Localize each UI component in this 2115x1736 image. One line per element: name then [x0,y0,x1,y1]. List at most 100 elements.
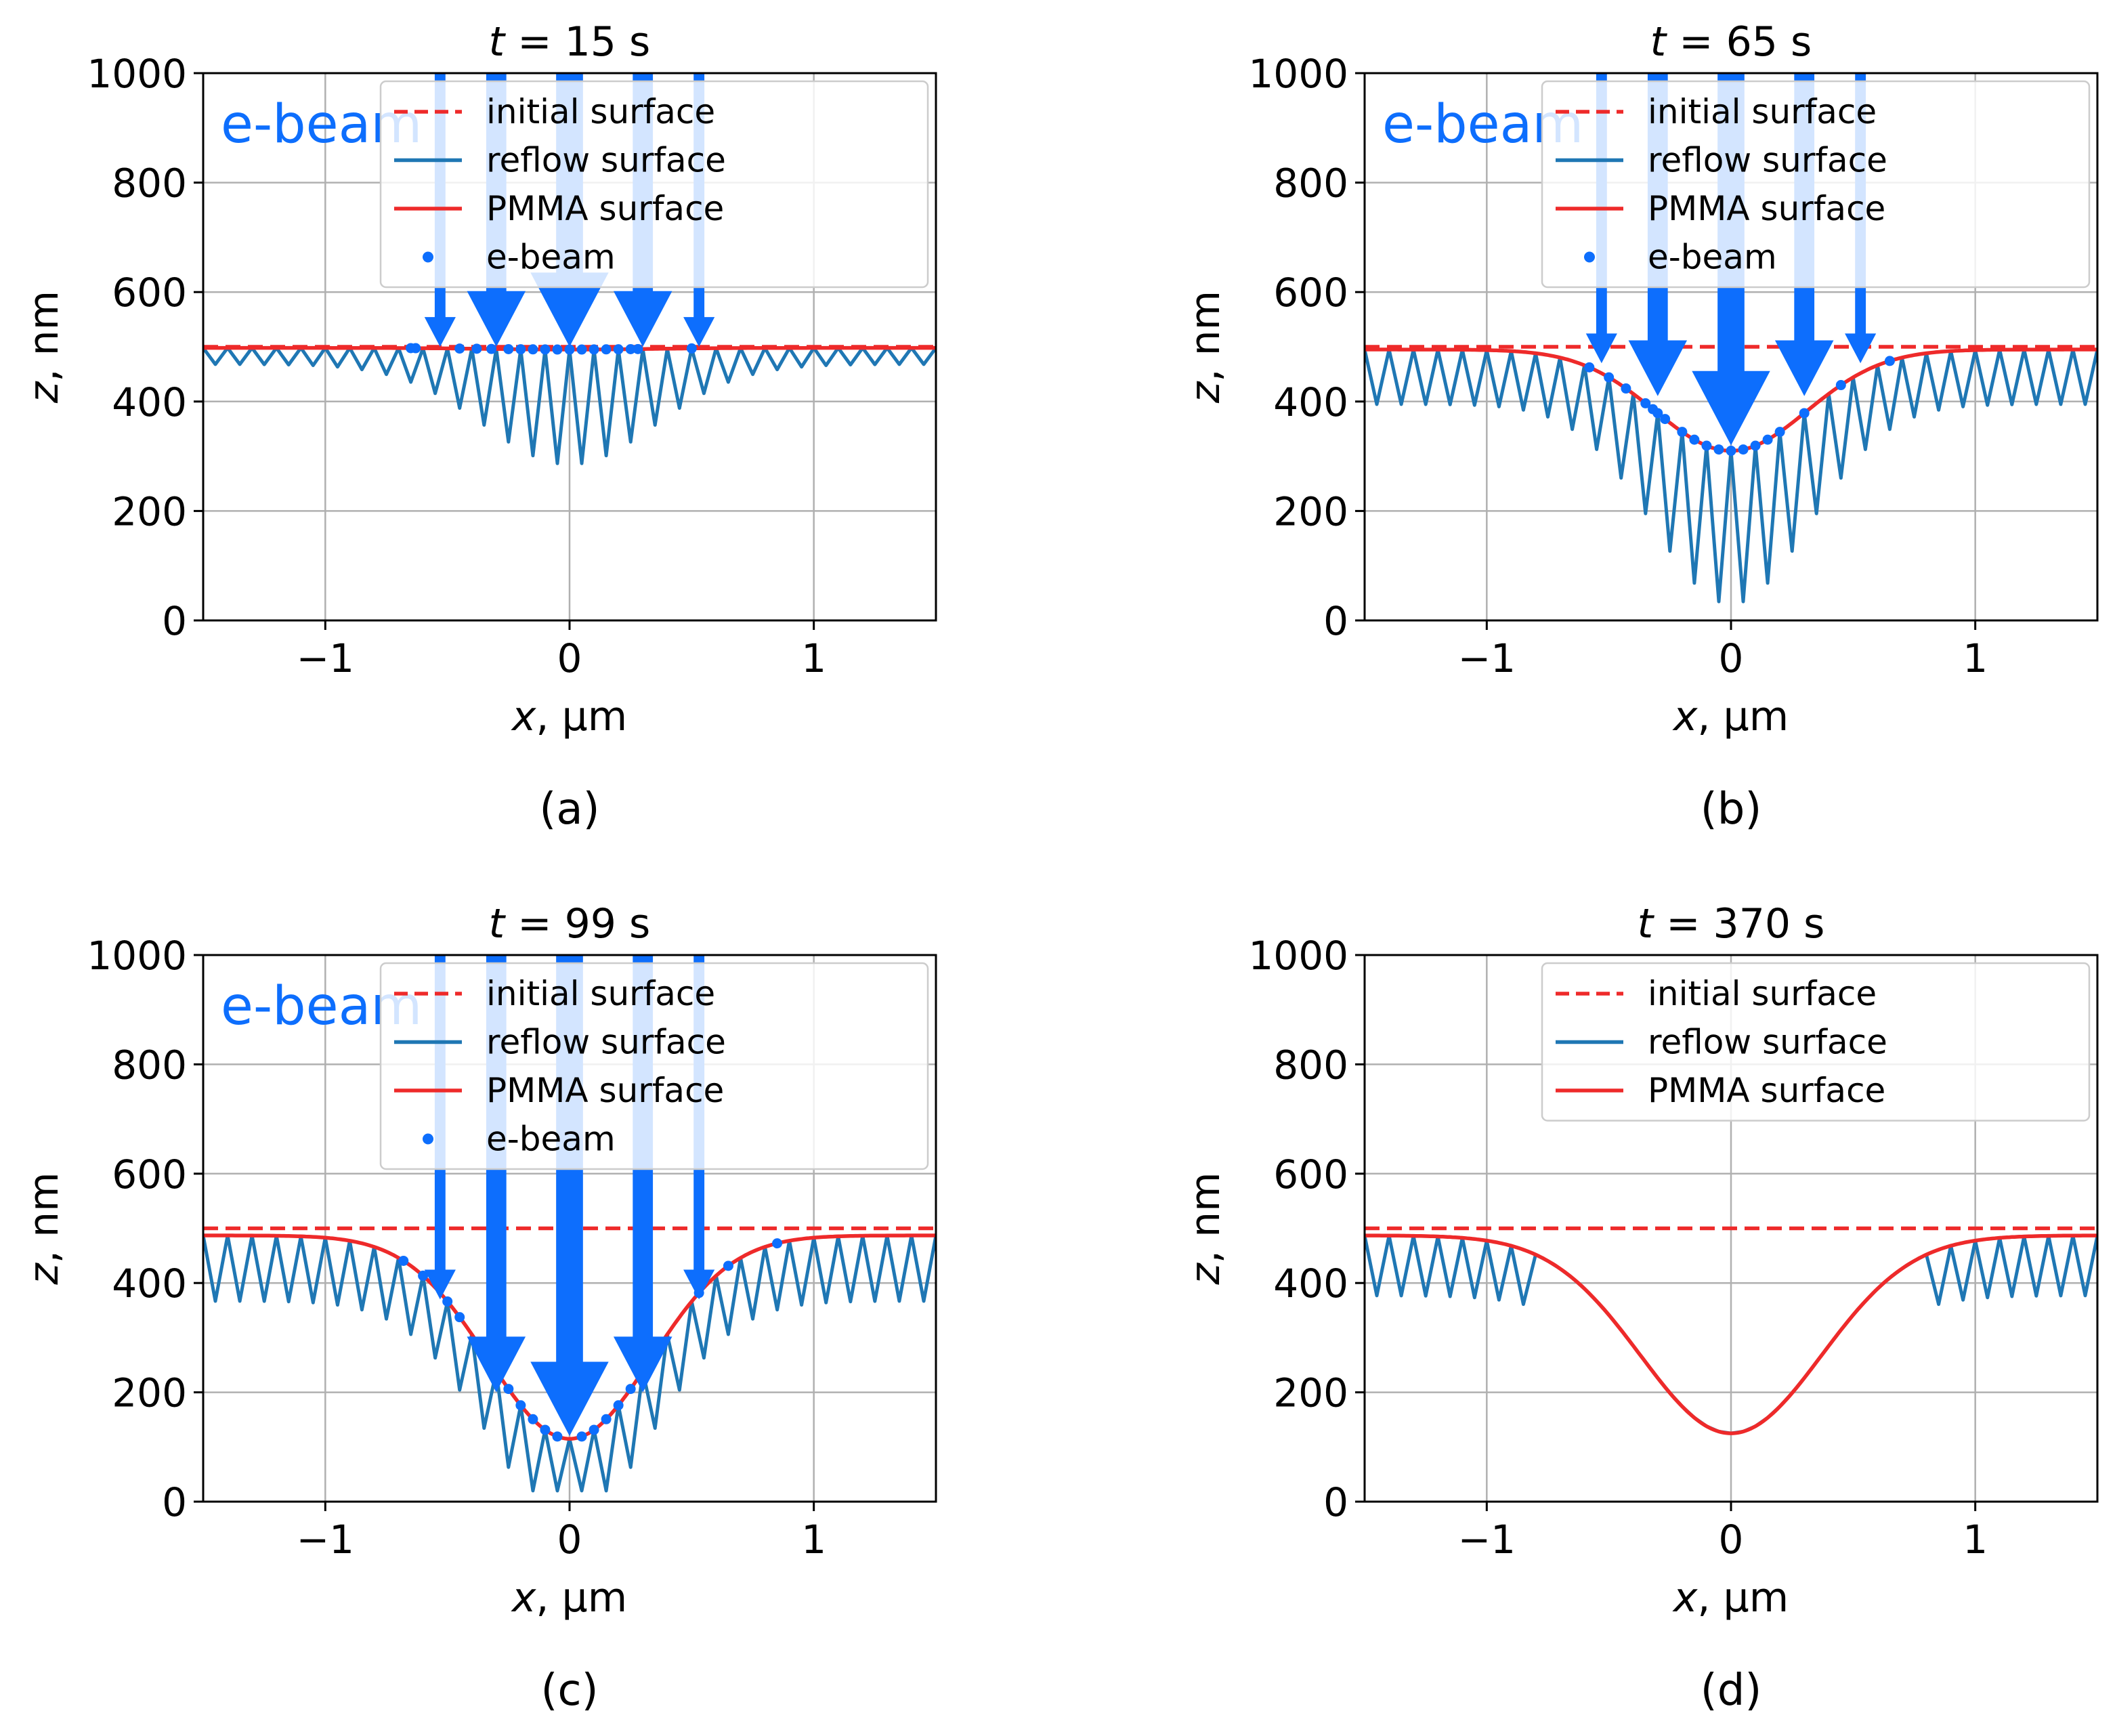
legend: initial surface reflow surface PMMA surfac… [379,80,929,289]
legend-handle-ebeam [423,1133,433,1145]
ebeam-point [454,343,465,354]
x-axis-label: x, µm [511,1574,627,1622]
panel-label: (c) [540,1666,598,1716]
x-axis-label-part: x [1672,693,1698,740]
legend-label: PMMA surface [1648,1071,1885,1110]
y-axis-label-part: z [1182,1263,1229,1286]
x-axis-label-part: , µm [536,693,627,740]
y-tick-label: 800 [112,161,187,207]
ebeam-point [1652,408,1663,419]
x-tick-label: 0 [557,635,582,681]
y-tick-label: 600 [112,1151,187,1198]
y-tick-label: 800 [112,1042,187,1088]
y-tick-label: 0 [1323,1479,1348,1525]
ebeam-point [1640,398,1651,408]
x-tick-label: −1 [1458,1517,1516,1563]
legend-box [379,962,929,1170]
ebeam-point [1762,434,1773,445]
ebeam-point [576,1431,587,1442]
x-axis-label-part: x [511,1574,536,1622]
panel-title-part: t [489,18,507,66]
legend-box [379,80,929,289]
x-tick-label: 0 [557,1517,582,1563]
y-tick-label: 600 [112,270,187,316]
legend: initial surface reflow surface PMMA surfac… [1541,80,2091,289]
x-axis-label-part: , µm [1697,1574,1789,1622]
ebeam-point [1774,427,1785,438]
y-tick-label: 400 [1273,1261,1348,1307]
y-axis-label: z, nm [20,291,68,404]
panel-label: (a) [539,784,599,834]
panel-c: −1 0 1 0 200 400 600 800 1000 x, µm z, nm t = 99 s (… [20,900,937,1716]
panel-title-part: = 65 s [1666,18,1812,66]
panel-title-part: = 370 s [1653,900,1824,948]
y-axis-label: z, nm [1182,291,1229,404]
ebeam-arrow [467,955,526,1393]
panel-title-part: = 99 s [505,900,650,948]
ebeam-point [1660,414,1671,425]
pmma-surface-line [1365,1233,2097,1435]
ebeam-point [418,1270,429,1281]
legend-label: e-beam [1648,238,1777,277]
y-tick-label: 400 [1273,379,1348,425]
y-axis-label-part: , nm [1182,291,1229,382]
ebeam-point [398,1255,409,1266]
panel-title: t = 15 s [489,18,651,66]
y-axis-label-part: , nm [20,1172,68,1263]
y-tick-label: 1000 [1248,51,1348,97]
legend-label: reflow surface [1648,1023,1887,1062]
ebeam-point [613,1400,624,1411]
ebeam-point [686,343,697,354]
panel-label: (b) [1701,784,1762,834]
x-tick-label: −1 [297,635,355,681]
ebeam-point [1738,444,1749,455]
y-tick-label: 200 [112,1370,187,1416]
legend-handle-ebeam [1584,251,1595,263]
ebeam-point [1726,446,1736,457]
x-axis-label-part: x [1672,1574,1698,1622]
ebeam-point [410,343,421,354]
legend-label: e-beam [486,1120,616,1159]
x-axis-label-part: x [511,693,536,740]
y-tick-label: 200 [1273,1370,1348,1416]
ebeam-arrow [613,955,672,1393]
y-tick-label: 800 [1273,161,1348,207]
y-tick-label: 400 [112,1261,187,1307]
x-tick-label: 1 [1963,635,1988,681]
y-axis-label-part: z [1182,381,1229,404]
legend-label: initial surface [1648,974,1877,1013]
panel-title-part: t [1638,900,1655,948]
y-axis-label-part: , nm [1182,1172,1229,1263]
ebeam-point [552,1431,563,1442]
ebeam-point [633,343,643,354]
ebeam-point [1584,362,1595,373]
y-tick-label: 200 [112,488,187,534]
ebeam-point [515,1400,526,1411]
ebeam-point [772,1238,783,1249]
ebeam-point [1621,383,1631,394]
legend-box [1541,80,2091,289]
ebeam-point [613,344,624,355]
legend-handle-ebeam [423,251,433,263]
legend-label: PMMA surface [1648,189,1885,228]
x-axis-label-part: , µm [536,1574,627,1622]
ebeam-point [503,1384,514,1395]
ebeam-point [528,344,538,355]
y-tick-label: 800 [1273,1042,1348,1088]
ebeam-point [540,344,551,355]
ebeam-point [1884,356,1895,366]
ebeam-point [552,344,563,355]
ebeam-point [625,1384,636,1395]
ebeam-point [601,344,612,355]
ebeam-point [1677,427,1688,438]
ebeam-point [1799,408,1810,419]
y-tick-label: 600 [1273,1151,1348,1198]
x-tick-label: 0 [1719,1517,1744,1563]
panel-title-part: = 15 s [505,18,650,66]
panel-d: −1 0 1 0 200 400 600 800 1000 x, µm z, nm t = 370 s… [1182,900,2099,1716]
ebeam-point [471,343,482,354]
y-axis-label: z, nm [20,1172,68,1285]
x-tick-label: −1 [1458,635,1516,681]
y-tick-label: 200 [1273,488,1348,534]
